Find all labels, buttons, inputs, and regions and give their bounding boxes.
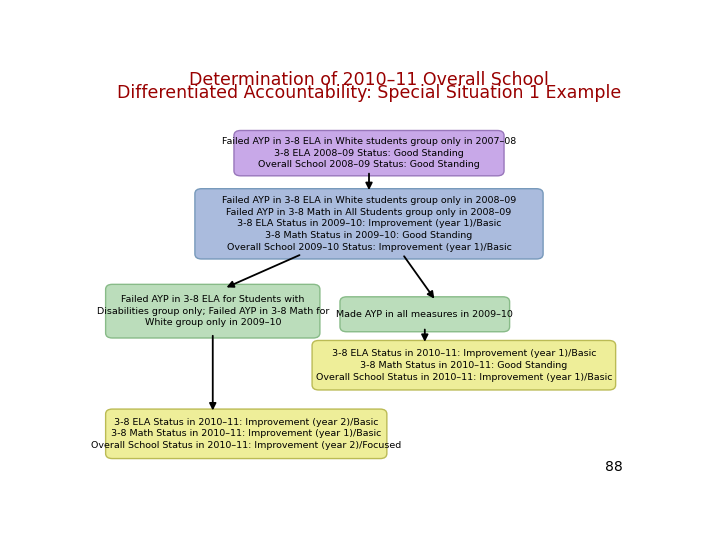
Text: Failed AYP in 3-8 ELA in White students group only in 2007–08
3-8 ELA 2008–09 St: Failed AYP in 3-8 ELA in White students …	[222, 137, 516, 170]
Text: Differentiated Accountability: Special Situation 1 Example: Differentiated Accountability: Special S…	[117, 84, 621, 102]
FancyBboxPatch shape	[234, 131, 504, 176]
Text: 88: 88	[605, 461, 623, 474]
FancyBboxPatch shape	[195, 188, 543, 259]
Text: Failed AYP in 3-8 ELA for Students with
Disabilities group only; Failed AYP in 3: Failed AYP in 3-8 ELA for Students with …	[96, 295, 329, 327]
FancyBboxPatch shape	[340, 297, 510, 332]
Text: Determination of 2010–11 Overall School: Determination of 2010–11 Overall School	[189, 71, 549, 89]
Text: Made AYP in all measures in 2009–10: Made AYP in all measures in 2009–10	[336, 310, 513, 319]
Text: 3-8 ELA Status in 2010–11: Improvement (year 2)/Basic
3-8 Math Status in 2010–11: 3-8 ELA Status in 2010–11: Improvement (…	[91, 417, 401, 450]
Text: 3-8 ELA Status in 2010–11: Improvement (year 1)/Basic
3-8 Math Status in 2010–11: 3-8 ELA Status in 2010–11: Improvement (…	[315, 349, 612, 382]
FancyBboxPatch shape	[106, 285, 320, 338]
FancyBboxPatch shape	[312, 341, 616, 390]
FancyBboxPatch shape	[106, 409, 387, 458]
Text: Failed AYP in 3-8 ELA in White students group only in 2008–09
Failed AYP in 3-8 : Failed AYP in 3-8 ELA in White students …	[222, 195, 516, 252]
